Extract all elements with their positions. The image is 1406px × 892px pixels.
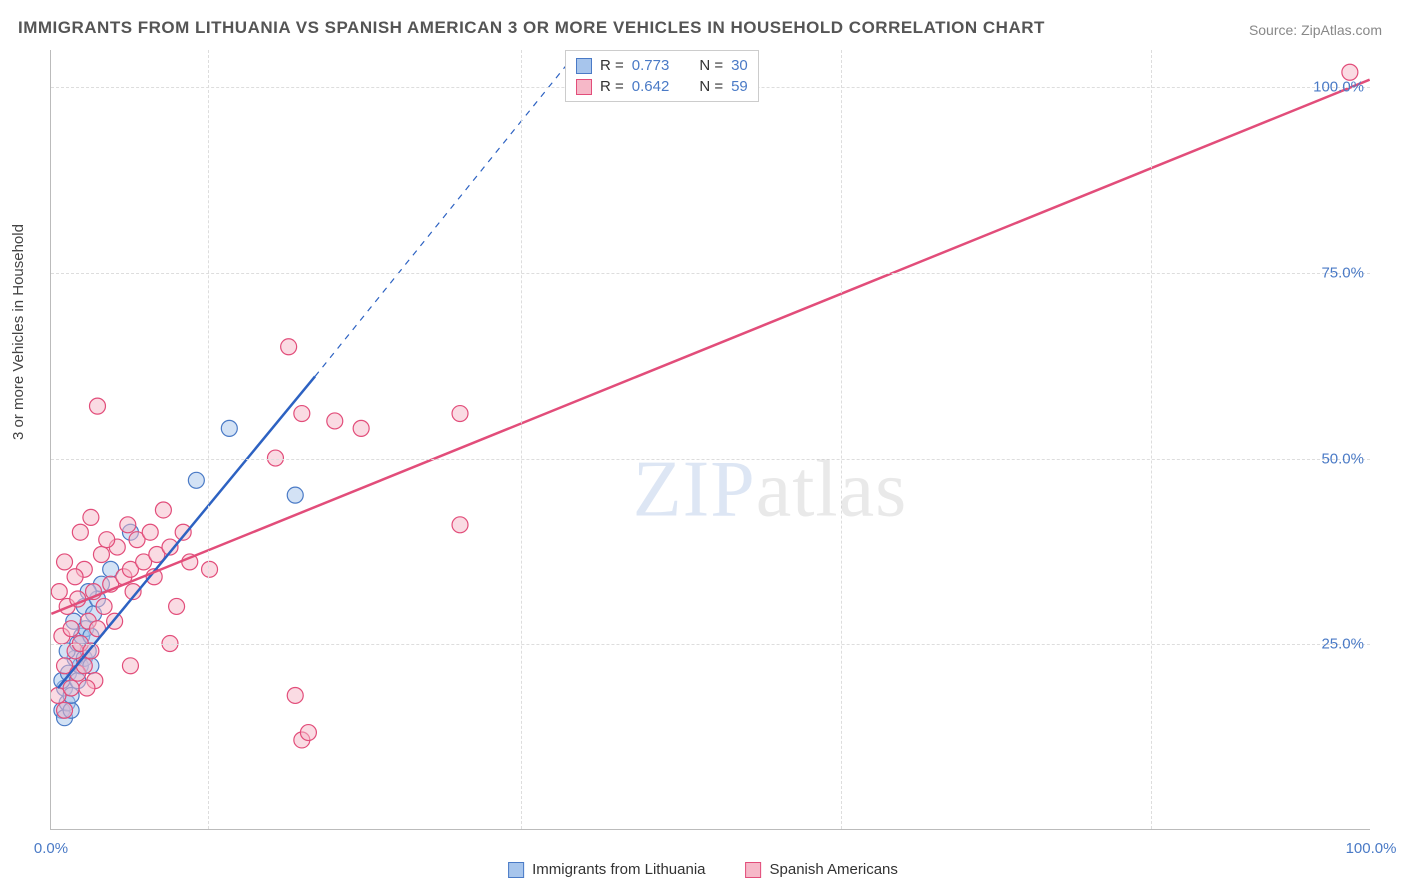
gridline-h (51, 459, 1370, 460)
y-tick-label: 75.0% (1321, 264, 1364, 281)
regression-line-dash-lithuania (315, 50, 579, 376)
y-tick-label: 100.0% (1313, 79, 1364, 96)
data-point-spanish (353, 420, 369, 436)
stats-r-value: 0.773 (632, 57, 670, 74)
y-axis-label: 3 or more Vehicles in Household (10, 224, 27, 440)
data-point-spanish (142, 524, 158, 540)
gridline-v (521, 50, 522, 829)
x-tick-label: 0.0% (34, 840, 68, 857)
data-point-spanish (57, 554, 73, 570)
stats-r-label: R = (600, 78, 624, 95)
x-tick-label: 100.0% (1346, 840, 1397, 857)
legend-swatch (508, 862, 524, 878)
gridline-v (208, 50, 209, 829)
stats-n-label: N = (699, 57, 723, 74)
data-point-spanish (63, 680, 79, 696)
legend-label: Spanish Americans (770, 861, 898, 878)
y-tick-label: 50.0% (1321, 450, 1364, 467)
data-point-spanish (122, 658, 138, 674)
gridline-h (51, 273, 1370, 274)
data-point-spanish (169, 598, 185, 614)
stats-swatch (576, 79, 592, 95)
data-point-spanish (155, 502, 171, 518)
gridline-v (1151, 50, 1152, 829)
chart-title: IMMIGRANTS FROM LITHUANIA VS SPANISH AME… (18, 18, 1045, 38)
gridline-h (51, 644, 1370, 645)
data-point-spanish (83, 509, 99, 525)
legend-bottom: Immigrants from Lithuania Spanish America… (508, 861, 898, 878)
data-point-lithuania (188, 472, 204, 488)
data-point-spanish (93, 547, 109, 563)
stats-r-value: 0.642 (632, 78, 670, 95)
data-point-spanish (57, 702, 73, 718)
legend-item: Immigrants from Lithuania (508, 861, 705, 878)
data-point-spanish (452, 406, 468, 422)
data-point-spanish (300, 725, 316, 741)
data-point-spanish (51, 584, 67, 600)
data-point-spanish (202, 561, 218, 577)
stats-n-value: 30 (731, 57, 748, 74)
data-point-spanish (96, 598, 112, 614)
stats-row: R = 0.642 N = 59 (576, 76, 748, 97)
data-point-spanish (63, 621, 79, 637)
data-point-spanish (99, 532, 115, 548)
data-point-spanish (89, 398, 105, 414)
stats-r-label: R = (600, 57, 624, 74)
legend-item: Spanish Americans (746, 861, 898, 878)
data-point-spanish (72, 524, 88, 540)
data-point-spanish (281, 339, 297, 355)
stats-swatch (576, 58, 592, 74)
source-attribution: Source: ZipAtlas.com (1249, 22, 1382, 38)
stats-legend-box: R = 0.773 N = 30 R = 0.642 N = 59 (565, 50, 759, 102)
data-point-spanish (327, 413, 343, 429)
stats-row: R = 0.773 N = 30 (576, 55, 748, 76)
data-point-spanish (67, 569, 83, 585)
regression-line-lithuania (58, 376, 315, 688)
data-point-spanish (452, 517, 468, 533)
data-point-spanish (287, 687, 303, 703)
chart-svg (51, 50, 1370, 829)
data-point-lithuania (221, 420, 237, 436)
plot-area: 25.0%50.0%75.0%100.0%0.0%100.0% (50, 50, 1370, 830)
legend-swatch (746, 862, 762, 878)
data-point-spanish (294, 406, 310, 422)
data-point-spanish (120, 517, 136, 533)
y-tick-label: 25.0% (1321, 636, 1364, 653)
stats-n-label: N = (699, 78, 723, 95)
data-point-spanish (79, 680, 95, 696)
stats-n-value: 59 (731, 78, 748, 95)
regression-line-spanish (51, 80, 1369, 614)
gridline-v (841, 50, 842, 829)
legend-label: Immigrants from Lithuania (532, 861, 705, 878)
data-point-spanish (76, 658, 92, 674)
data-point-lithuania (287, 487, 303, 503)
